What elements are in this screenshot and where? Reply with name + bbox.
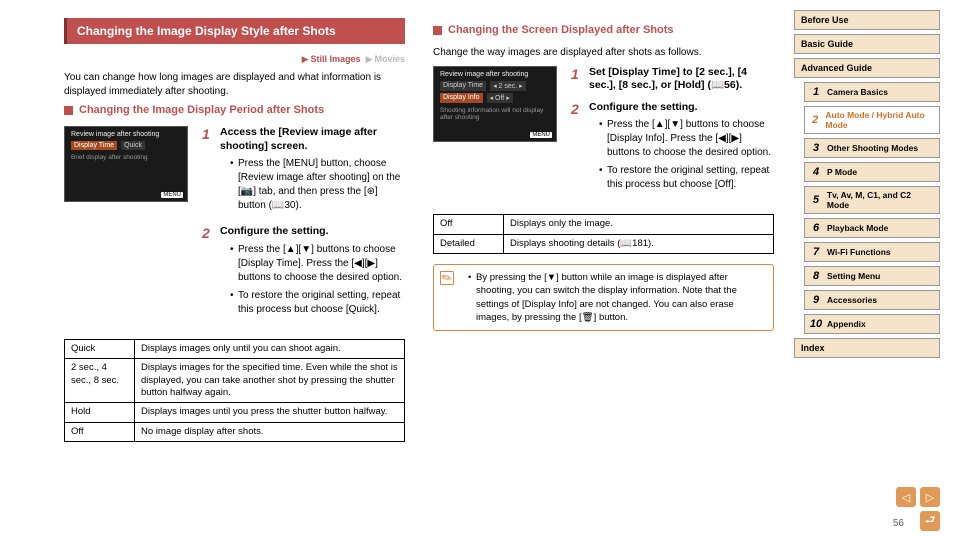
step-title: Set [Display Time] to [2 sec.], [4 sec.]… [589, 66, 774, 93]
step-bullet: Press the [▲][▼] buttons to choose [Disp… [599, 118, 774, 160]
step-bullet: Press the [MENU] button, choose [Review … [230, 157, 405, 213]
return-button[interactable]: ⮐ [920, 511, 940, 531]
subsection-title: Changing the Screen Displayed after Shot… [433, 24, 774, 36]
step-number: 1 [202, 126, 214, 217]
step-bullet: Press the [▲][▼] buttons to choose [Disp… [230, 243, 405, 285]
next-page-button[interactable]: ▷ [920, 487, 940, 507]
nav-before-use[interactable]: Before Use [794, 10, 940, 30]
intro-text: Change the way images are displayed afte… [433, 46, 774, 60]
nav-basic-guide[interactable]: Basic Guide [794, 34, 940, 54]
section-title: Changing the Image Display Style after S… [64, 18, 405, 44]
nav-tv-av-m[interactable]: 5Tv, Av, M, C1, and C2 Mode [804, 186, 940, 214]
nav-advanced-guide[interactable]: Advanced Guide [794, 58, 940, 78]
step-number: 2 [571, 101, 583, 197]
step-title: Configure the setting. [220, 225, 405, 239]
nav-index[interactable]: Index [794, 338, 940, 358]
nav-accessories[interactable]: 9Accessories [804, 290, 940, 310]
nav-playback[interactable]: 6Playback Mode [804, 218, 940, 238]
options-table: OffDisplays only the image. DetailedDisp… [433, 214, 774, 254]
page-number: 56 [893, 518, 904, 529]
nav-setting-menu[interactable]: 8Setting Menu [804, 266, 940, 286]
nav-camera-basics[interactable]: 1Camera Basics [804, 82, 940, 102]
pencil-icon: ✎ [438, 269, 455, 289]
media-tags: ▶Still Images ▶Movies [64, 54, 405, 65]
nav-other-shooting[interactable]: 3Other Shooting Modes [804, 138, 940, 158]
nav-wifi[interactable]: 7Wi-Fi Functions [804, 242, 940, 262]
nav-auto-mode[interactable]: 2Auto Mode / Hybrid Auto Mode [804, 106, 940, 134]
options-table: QuickDisplays images only until you can … [64, 339, 405, 442]
step-bullet: To restore the original setting, repeat … [230, 289, 405, 317]
camera-screen-preview: Review image after shooting Display Time… [64, 126, 188, 202]
arrow-icon: ▶ [302, 54, 309, 64]
subsection-title: Changing the Image Display Period after … [64, 104, 405, 116]
nav-p-mode[interactable]: 4P Mode [804, 162, 940, 182]
camera-screen-preview: Review image after shooting Display Time… [433, 66, 557, 142]
nav-panel: Before Use Basic Guide Advanced Guide 1C… [794, 0, 954, 537]
step-bullet: To restore the original setting, repeat … [599, 164, 774, 192]
prev-page-button[interactable]: ◁ [896, 487, 916, 507]
step-number: 1 [571, 66, 583, 93]
arrow-icon: ▶ [366, 54, 373, 64]
step-title: Access the [Review image after shooting]… [220, 126, 405, 153]
intro-text: You can change how long images are displ… [64, 71, 405, 98]
nav-appendix[interactable]: 10Appendix [804, 314, 940, 334]
tip-note: ✎ By pressing the [▼] button while an im… [433, 264, 774, 331]
step-number: 2 [202, 225, 214, 321]
step-title: Configure the setting. [589, 101, 774, 115]
